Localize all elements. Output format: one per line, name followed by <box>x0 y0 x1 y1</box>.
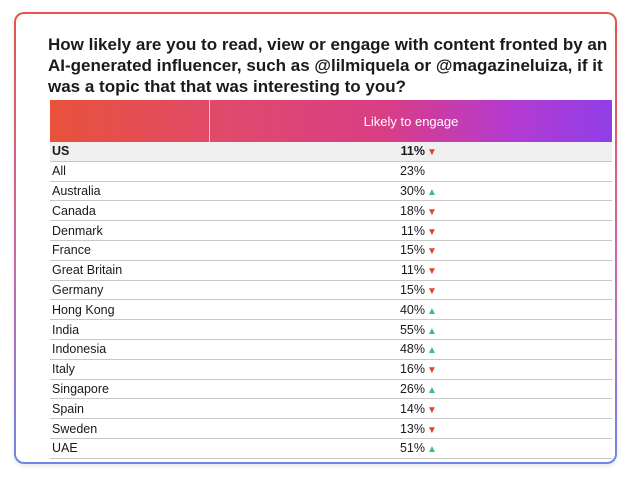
table-row: US 11% ▼ <box>50 142 612 162</box>
value-label: 40% <box>399 302 425 317</box>
table-body: US11%▼All23%▲Australia30%▲Canada18%▼Denm… <box>50 142 612 459</box>
value-label: 15% <box>399 243 425 258</box>
table-row: Sweden 13% ▼ <box>50 419 612 439</box>
country-label: UAE <box>52 441 78 456</box>
table-row: Italy 16% ▼ <box>50 360 612 380</box>
data-table: Likely to engage US11%▼All23%▲Australia3… <box>50 100 612 459</box>
down-triangle-icon: ▼ <box>427 424 437 436</box>
country-label: Sweden <box>52 421 98 436</box>
country-label: Germany <box>52 282 104 297</box>
up-triangle-icon: ▲ <box>427 345 437 357</box>
value-cell: 13% ▼ <box>210 422 612 436</box>
country-label: Singapore <box>52 381 109 396</box>
value-label: 55% <box>399 322 425 337</box>
country-label: Great Britain <box>52 263 123 278</box>
value-cell: 18% ▼ <box>210 204 612 218</box>
down-triangle-icon: ▼ <box>427 285 437 297</box>
table-row: Denmark 11% ▼ <box>50 221 612 241</box>
up-triangle-icon: ▲ <box>427 305 437 317</box>
chart-title: How likely are you to read, view or enga… <box>48 35 608 96</box>
table-row: France 15% ▼ <box>50 241 612 261</box>
country-label: Indonesia <box>52 342 107 357</box>
value-cell: 11% ▼ <box>210 263 612 277</box>
value-cell: 23%▲ <box>210 164 612 178</box>
up-triangle-icon: ▲ <box>427 186 437 198</box>
value-cell: 30% ▲ <box>210 184 612 198</box>
country-label: All <box>52 164 66 179</box>
table-row: Germany 15% ▼ <box>50 281 612 301</box>
value-cell: 26% ▲ <box>210 382 612 396</box>
value-label: 11% <box>400 263 425 278</box>
country-label: France <box>52 243 91 258</box>
value-cell: 11% ▼ <box>210 224 612 238</box>
up-triangle-icon: ▲ <box>427 384 437 396</box>
value-cell: 16% ▼ <box>210 362 612 376</box>
value-cell: 40% ▲ <box>210 303 612 317</box>
country-label: US <box>52 144 70 159</box>
value-label: 15% <box>399 282 425 297</box>
country-label: Spain <box>52 401 84 416</box>
value-cell: 15% ▼ <box>210 283 612 297</box>
country-label: Italy <box>52 362 75 377</box>
table-row: Hong Kong 40% ▲ <box>50 300 612 321</box>
table-header: Likely to engage <box>50 100 612 142</box>
table-row: Great Britain 11% ▼ <box>50 261 612 281</box>
value-label: 13% <box>399 421 425 436</box>
value-label: 11% <box>400 144 425 159</box>
table-row: Canada 18% ▼ <box>50 201 612 222</box>
value-label: 14% <box>399 401 425 416</box>
value-label: 16% <box>399 362 425 377</box>
country-label: Hong Kong <box>52 302 115 317</box>
down-triangle-icon: ▼ <box>427 404 437 416</box>
table-row: India 55% ▲ <box>50 320 612 340</box>
down-triangle-icon: ▼ <box>427 226 437 238</box>
country-label: India <box>52 322 80 337</box>
country-label: Denmark <box>52 223 103 238</box>
table-row: Indonesia 48% ▲ <box>50 340 612 360</box>
value-cell: 15% ▼ <box>210 243 612 257</box>
chart-card: How likely are you to read, view or enga… <box>14 12 617 464</box>
value-label: 23% <box>399 164 425 179</box>
table-row: Australia 30% ▲ <box>50 182 612 202</box>
no-trend-icon: ▲ <box>427 167 441 178</box>
value-label: 51% <box>399 441 425 456</box>
down-triangle-icon: ▼ <box>427 147 437 159</box>
value-label: 48% <box>399 342 425 357</box>
table-row: All 23%▲ <box>50 162 612 182</box>
value-label: 30% <box>399 183 425 198</box>
value-label: 11% <box>400 223 425 238</box>
down-triangle-icon: ▼ <box>427 246 437 258</box>
down-triangle-icon: ▼ <box>427 206 437 218</box>
value-label: 18% <box>399 203 425 218</box>
value-cell: 51% ▲ <box>210 441 612 455</box>
down-triangle-icon: ▼ <box>427 266 437 278</box>
value-cell: 14% ▼ <box>210 402 612 416</box>
header-blank-cell <box>50 100 210 142</box>
value-cell: 55% ▲ <box>210 323 612 337</box>
country-label: Canada <box>52 203 96 218</box>
value-cell: 48% ▲ <box>210 342 612 356</box>
table-row: Singapore 26% ▲ <box>50 380 612 400</box>
table-row: Spain 14% ▼ <box>50 399 612 420</box>
value-label: 26% <box>399 381 425 396</box>
column-header-likely-to-engage: Likely to engage <box>363 113 459 129</box>
up-triangle-icon: ▲ <box>427 444 437 456</box>
value-cell: 11% ▼ <box>210 144 612 158</box>
table-row: UAE 51% ▲ <box>50 439 612 459</box>
country-label: Australia <box>52 183 101 198</box>
down-triangle-icon: ▼ <box>427 365 437 377</box>
up-triangle-icon: ▲ <box>427 325 437 337</box>
